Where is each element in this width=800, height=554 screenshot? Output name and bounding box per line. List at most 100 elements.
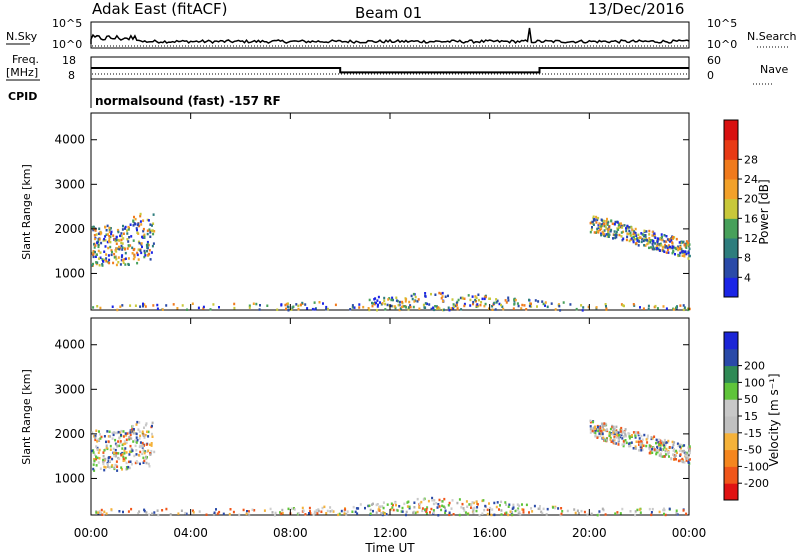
echo-point (98, 264, 101, 267)
echo-point (675, 449, 678, 453)
range-tick-label: 4000 (54, 133, 85, 147)
echo-point (198, 510, 201, 513)
echo-point (387, 298, 390, 301)
echo-point (488, 297, 491, 300)
echo-point (140, 251, 143, 255)
echo-point (108, 430, 111, 433)
echo-point (642, 238, 645, 241)
echo-point (92, 306, 95, 309)
echo-point (594, 425, 596, 428)
echo-point (620, 433, 623, 437)
echo-point (326, 509, 329, 513)
echo-point (601, 422, 604, 426)
echo-point (95, 233, 98, 236)
echo-point (617, 228, 620, 231)
echo-point (103, 465, 106, 469)
echo-point (613, 429, 616, 433)
echo-point (623, 224, 626, 227)
echo-point (124, 225, 127, 229)
echo-point (596, 436, 599, 439)
echo-point (663, 508, 666, 512)
echo-point (655, 450, 658, 454)
echo-point (632, 240, 635, 244)
echo-point (128, 438, 131, 441)
echo-point (621, 238, 624, 242)
echo-point (115, 258, 118, 261)
echo-point (376, 503, 379, 506)
echo-point (687, 451, 690, 455)
echo-point (245, 512, 248, 516)
echo-point (663, 455, 666, 458)
colorbar-segment (724, 483, 738, 501)
echo-point (554, 308, 557, 311)
echo-point (121, 259, 124, 262)
echo-point (376, 305, 379, 308)
echo-point (439, 292, 442, 295)
echo-point (655, 452, 658, 456)
echo-point (273, 514, 276, 517)
echo-point (377, 303, 379, 307)
echo-point (486, 512, 489, 516)
echo-point (121, 447, 124, 450)
echo-point (505, 511, 508, 514)
echo-point (128, 450, 131, 453)
echo-point (631, 435, 633, 438)
echo-point (202, 307, 205, 310)
echo-point (135, 441, 138, 444)
echo-point (434, 293, 437, 296)
echo-point (110, 249, 113, 252)
echo-point (309, 510, 311, 513)
echo-point (405, 510, 408, 514)
echo-point (151, 224, 153, 227)
echo-point (97, 438, 100, 441)
echo-point (125, 441, 128, 444)
echo-point (295, 303, 298, 306)
echo-point (461, 502, 464, 506)
echo-point (630, 441, 633, 444)
echo-point (308, 506, 311, 510)
echo-point (405, 306, 408, 309)
echo-point (123, 459, 126, 462)
echo-point (421, 507, 424, 510)
echo-point (681, 444, 684, 448)
echo-point (121, 453, 124, 456)
echo-point (620, 426, 623, 430)
echo-point (481, 512, 484, 515)
echo-point (500, 513, 503, 516)
colorbar-segment (724, 257, 738, 278)
echo-point (604, 423, 606, 427)
echo-point (118, 444, 121, 448)
echo-point (669, 240, 671, 243)
echo-point (477, 304, 480, 308)
echo-point (509, 510, 512, 513)
echo-point (474, 295, 477, 298)
echo-point (228, 512, 231, 516)
echo-point (105, 233, 108, 236)
echo-point (458, 513, 461, 517)
echo-point (639, 306, 641, 309)
echo-point (325, 512, 328, 515)
echo-point (676, 451, 678, 454)
echo-point (688, 447, 691, 450)
echo-point (441, 504, 444, 508)
echo-point (128, 466, 131, 470)
echo-point (635, 440, 638, 443)
echo-point (443, 308, 445, 312)
echo-point (507, 296, 510, 299)
echo-point (118, 436, 121, 440)
echo-point (494, 308, 497, 311)
echo-point (623, 430, 626, 434)
echo-point (676, 442, 679, 445)
echo-point (143, 450, 146, 453)
echo-point (653, 233, 656, 237)
echo-point (670, 457, 673, 461)
echo-point (491, 308, 494, 311)
echo-point (255, 302, 258, 306)
echo-point (681, 254, 684, 257)
echo-point (477, 298, 480, 302)
echo-point (597, 229, 600, 233)
echo-point (455, 301, 458, 305)
echo-point (639, 511, 642, 514)
echo-point (654, 236, 657, 239)
echo-point (400, 305, 403, 309)
